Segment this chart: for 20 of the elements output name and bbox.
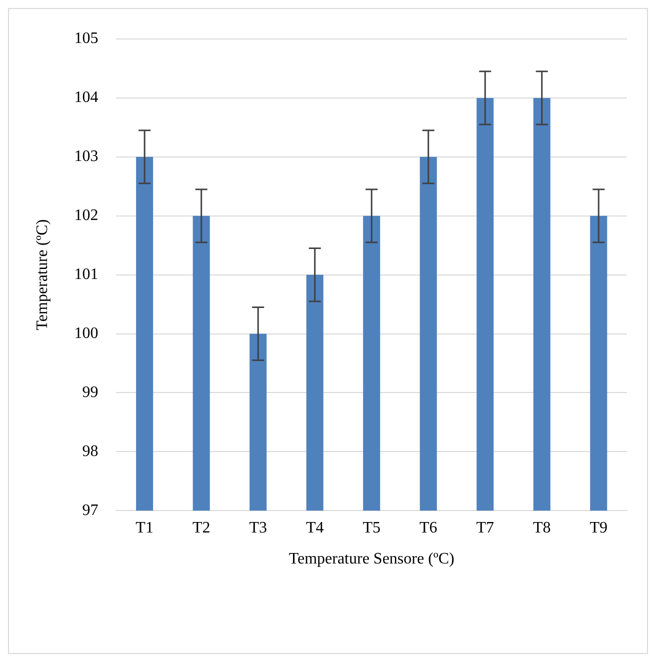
x-axis-title: Temperature Sensore (ºC) [288, 550, 454, 568]
x-tick-label: T4 [306, 519, 324, 536]
y-tick-label: 100 [74, 324, 98, 342]
x-tick-label: T7 [476, 519, 494, 536]
x-tick-label: T3 [249, 519, 267, 536]
x-tick-label: T5 [362, 519, 380, 536]
x-tick-label: T9 [590, 519, 608, 536]
y-tick-label: 101 [74, 266, 98, 284]
y-tick-label: 103 [74, 148, 98, 166]
x-tick-label: T8 [532, 519, 551, 536]
y-tick-label: 105 [74, 30, 98, 48]
y-tick-label: 98 [82, 442, 98, 460]
x-tick-label: T1 [136, 519, 154, 536]
x-tick-label: T2 [192, 519, 210, 536]
y-tick-label: 99 [82, 384, 98, 401]
y-axis-title: Temperature (ºC) [34, 219, 51, 330]
y-tick-label: 104 [74, 89, 98, 106]
y-tick-label: 97 [82, 502, 98, 519]
x-tick-label: T6 [419, 519, 438, 536]
y-tick-label: 102 [74, 207, 98, 224]
